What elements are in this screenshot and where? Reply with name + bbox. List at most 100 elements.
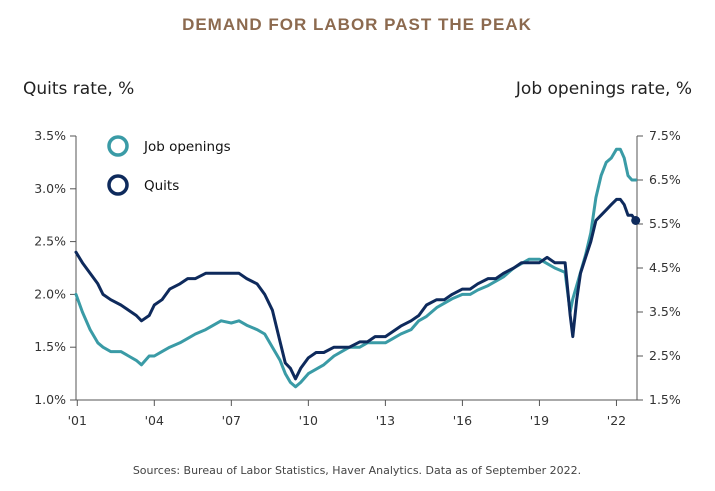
data-point-quits bbox=[605, 208, 608, 212]
legend-label-job-openings: Job openings bbox=[143, 139, 231, 155]
data-point-job-openings bbox=[294, 385, 297, 388]
data-point-job-openings bbox=[307, 372, 310, 375]
data-point-job-openings bbox=[538, 258, 541, 261]
data-point-quits bbox=[384, 335, 387, 338]
data-point-quits bbox=[340, 346, 343, 349]
data-point-quits bbox=[373, 335, 377, 338]
data-point-quits bbox=[284, 361, 287, 365]
x-tick-label: '10 bbox=[299, 413, 318, 428]
right-tick-label: 3.5% bbox=[649, 304, 681, 319]
data-point-quits bbox=[348, 346, 351, 349]
data-point-quits bbox=[619, 198, 622, 201]
data-point-quits bbox=[271, 309, 274, 312]
series-line-quits bbox=[74, 197, 638, 381]
data-point-quits bbox=[512, 266, 515, 270]
data-point-quits bbox=[626, 214, 630, 217]
data-point-job-openings bbox=[634, 178, 637, 182]
data-point-quits bbox=[553, 261, 556, 264]
data-point-quits bbox=[630, 214, 634, 217]
data-point-job-openings bbox=[461, 293, 464, 296]
data-point-job-openings bbox=[605, 161, 608, 164]
data-point-job-openings bbox=[160, 350, 164, 353]
data-point-job-openings bbox=[263, 332, 266, 336]
data-point-job-openings bbox=[148, 354, 151, 358]
data-point-job-openings bbox=[626, 174, 630, 177]
series-layer bbox=[74, 147, 641, 389]
data-point-job-openings bbox=[81, 310, 84, 314]
data-point-quits bbox=[127, 309, 130, 312]
data-point-job-openings bbox=[109, 350, 112, 353]
data-point-quits bbox=[409, 319, 413, 322]
data-point-quits bbox=[594, 219, 598, 222]
data-point-quits bbox=[435, 298, 438, 301]
x-tick-label: '16 bbox=[453, 413, 472, 428]
data-point-job-openings bbox=[599, 174, 603, 177]
data-point-job-openings bbox=[443, 302, 446, 305]
data-point-job-openings bbox=[358, 346, 361, 349]
data-point-job-openings bbox=[502, 275, 505, 278]
data-point-job-openings bbox=[219, 319, 223, 322]
data-point-job-openings bbox=[553, 266, 556, 270]
data-point-quits bbox=[366, 340, 369, 344]
data-point-job-openings bbox=[314, 368, 318, 371]
data-point-job-openings bbox=[623, 156, 626, 160]
data-point-job-openings bbox=[230, 321, 233, 325]
data-point-quits bbox=[101, 293, 105, 296]
data-point-quits bbox=[278, 340, 282, 344]
data-point-quits bbox=[194, 277, 197, 280]
data-point-job-openings bbox=[284, 372, 287, 375]
data-point-quits bbox=[178, 282, 182, 285]
x-tick-label: '01 bbox=[68, 413, 87, 428]
data-point-quits bbox=[575, 298, 578, 301]
left-tick-label: 2.5% bbox=[34, 234, 66, 249]
right-tick-label: 2.5% bbox=[649, 348, 681, 363]
x-tick-label: '04 bbox=[145, 413, 164, 428]
data-point-quits bbox=[219, 272, 223, 275]
data-point-quits bbox=[545, 256, 549, 259]
data-point-job-openings bbox=[153, 354, 156, 358]
data-point-quits bbox=[623, 203, 626, 206]
data-point-job-openings bbox=[619, 148, 622, 151]
data-point-job-openings bbox=[384, 341, 387, 344]
data-point-quits bbox=[520, 261, 523, 264]
data-point-quits bbox=[245, 277, 248, 280]
data-point-job-openings bbox=[278, 359, 282, 362]
data-point-job-openings bbox=[212, 324, 215, 327]
data-point-job-openings bbox=[594, 196, 598, 199]
data-point-quits bbox=[119, 303, 123, 307]
data-point-job-openings bbox=[101, 346, 105, 349]
data-point-job-openings bbox=[119, 350, 123, 353]
data-point-job-openings bbox=[630, 178, 634, 182]
data-point-quits bbox=[417, 314, 420, 317]
left-tick-label: 1.0% bbox=[34, 392, 66, 407]
data-point-job-openings bbox=[271, 346, 274, 349]
data-point-quits bbox=[610, 203, 613, 206]
data-point-job-openings bbox=[194, 332, 197, 336]
x-tick-label: '13 bbox=[376, 413, 395, 428]
data-point-quits bbox=[399, 324, 402, 328]
data-point-job-openings bbox=[610, 156, 613, 160]
data-point-quits bbox=[160, 298, 164, 301]
left-axis-title: Quits rate, % bbox=[23, 79, 134, 99]
data-point-quits bbox=[468, 287, 472, 291]
data-point-quits bbox=[204, 272, 207, 275]
data-point-job-openings bbox=[468, 293, 472, 296]
data-point-job-openings bbox=[245, 324, 248, 327]
data-point-quits bbox=[358, 340, 361, 344]
data-point-job-openings bbox=[186, 337, 189, 340]
data-point-job-openings bbox=[178, 341, 182, 344]
endpoint-marker-quits bbox=[631, 216, 641, 225]
series-line-job-openings bbox=[74, 147, 638, 389]
data-point-quits bbox=[307, 356, 310, 359]
left-tick-label: 3.5% bbox=[34, 128, 66, 143]
data-point-job-openings bbox=[545, 262, 549, 265]
legend-marker-quits bbox=[107, 174, 129, 196]
x-tick-label: '07 bbox=[222, 413, 241, 428]
data-point-quits bbox=[96, 282, 100, 285]
data-point-job-openings bbox=[204, 328, 207, 331]
data-point-quits bbox=[476, 282, 479, 285]
data-point-quits bbox=[615, 198, 618, 201]
data-point-quits bbox=[584, 256, 587, 259]
data-point-quits bbox=[579, 272, 582, 275]
